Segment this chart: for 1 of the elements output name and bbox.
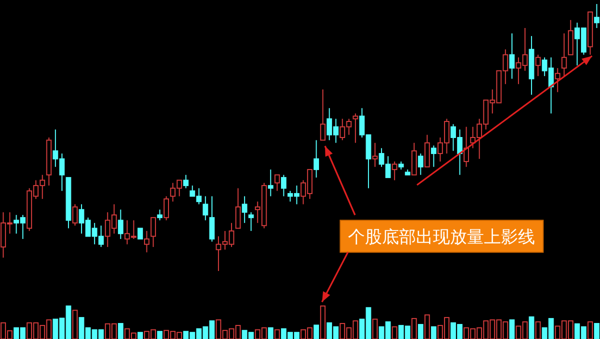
annotation: 个股底部出现放量上影线: [348, 227, 536, 248]
